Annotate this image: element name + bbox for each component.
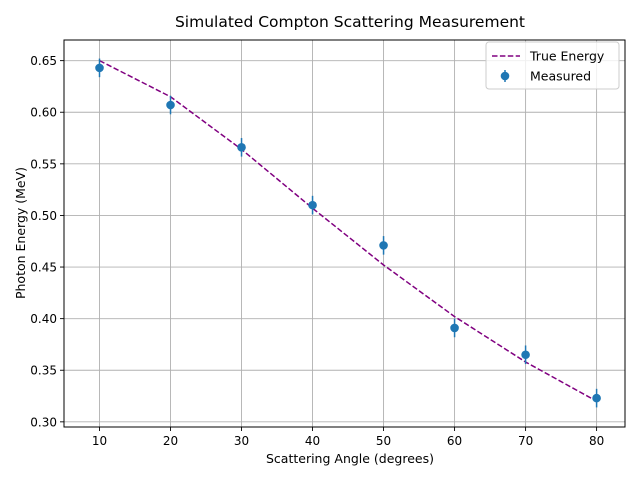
x-axis-ticks: 10 20 30 40 50 60 70 80 bbox=[92, 427, 604, 448]
grid-lines bbox=[64, 40, 625, 427]
measured-point bbox=[95, 63, 104, 73]
chart-title: Simulated Compton Scattering Measurement bbox=[175, 13, 525, 31]
y-tick-label: 0.45 bbox=[30, 261, 57, 275]
measured-point bbox=[237, 143, 246, 152]
y-axis-label: Photon Energy (MeV) bbox=[13, 167, 28, 299]
y-tick-label: 0.40 bbox=[30, 312, 57, 326]
legend-box bbox=[485, 41, 620, 90]
x-tick-label: 70 bbox=[518, 434, 533, 448]
x-tick-label: 20 bbox=[163, 434, 178, 448]
measured-point bbox=[379, 241, 388, 250]
measured-point bbox=[592, 393, 601, 403]
y-tick-label: 0.30 bbox=[30, 415, 57, 429]
true-energy-line bbox=[99, 59, 597, 402]
plot-frame bbox=[63, 39, 626, 428]
y-tick-label: 0.50 bbox=[30, 209, 57, 223]
y-tick-label: 0.65 bbox=[30, 54, 57, 68]
legend-measured-marker bbox=[500, 71, 510, 81]
x-tick-label: 10 bbox=[92, 434, 107, 448]
x-tick-label: 50 bbox=[376, 434, 391, 448]
measured-point bbox=[308, 200, 317, 210]
x-axis-label: Scattering Angle (degrees) bbox=[266, 451, 434, 466]
y-tick-label: 0.55 bbox=[30, 157, 57, 171]
y-tick-label: 0.35 bbox=[30, 364, 57, 378]
measured-series bbox=[95, 58, 601, 408]
x-tick-label: 40 bbox=[305, 434, 320, 448]
x-tick-label: 60 bbox=[447, 434, 462, 448]
y-tick-label: 0.60 bbox=[30, 106, 57, 120]
measured-point bbox=[166, 100, 175, 110]
x-tick-label: 80 bbox=[589, 434, 604, 448]
legend-measured-label: Measured bbox=[530, 69, 591, 84]
legend-true-energy-label: True Energy bbox=[529, 49, 605, 64]
measured-point bbox=[450, 323, 459, 333]
x-tick-label: 30 bbox=[234, 434, 249, 448]
true-energy-series bbox=[99, 59, 597, 402]
legend: True Energy Measured bbox=[485, 41, 620, 90]
measured-point bbox=[521, 350, 530, 360]
y-axis-ticks: 0.30 0.35 0.40 0.45 0.50 0.55 0.60 0.65 bbox=[30, 54, 64, 429]
